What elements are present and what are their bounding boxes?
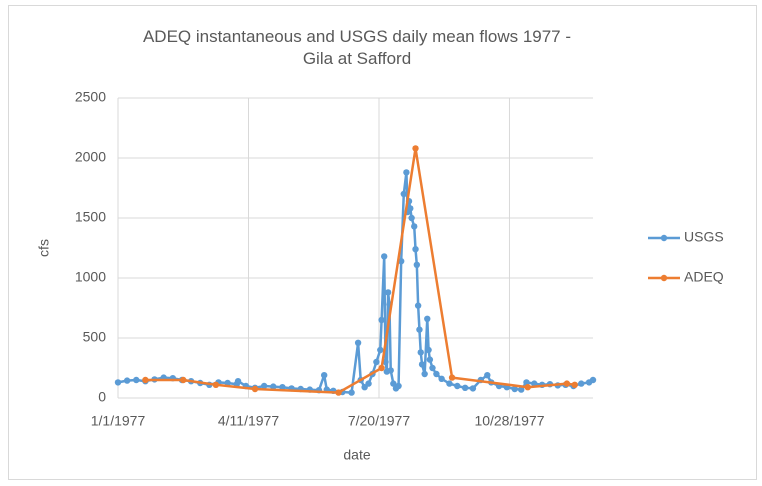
- point: [424, 315, 431, 322]
- point: [260, 382, 268, 390]
- point: [425, 346, 432, 354]
- x-tick-label: 10/28/1977: [474, 413, 544, 429]
- point: [320, 372, 328, 379]
- point: [403, 169, 410, 176]
- chart-title: ADEQ instantaneous and USGS daily mean f…: [142, 27, 572, 68]
- x-axis-label: date: [343, 447, 370, 463]
- y-tick-label: 1500: [75, 209, 106, 225]
- point: [387, 367, 394, 374]
- point: [377, 346, 384, 354]
- point: [390, 380, 397, 387]
- point: [378, 316, 385, 324]
- point: [469, 385, 477, 392]
- point: [417, 349, 424, 356]
- point: [413, 261, 421, 268]
- point: [563, 380, 571, 387]
- y-tick-label: 0: [98, 389, 106, 405]
- y-axis-label: cfs: [36, 239, 52, 257]
- point: [279, 384, 286, 391]
- point: [571, 381, 578, 388]
- point: [251, 385, 259, 393]
- legend-marker: [660, 234, 668, 242]
- legend-marker: [660, 274, 668, 282]
- point: [484, 372, 491, 379]
- point: [335, 389, 342, 396]
- legend-label: USGS: [684, 229, 724, 245]
- point: [114, 379, 122, 386]
- point: [180, 376, 187, 384]
- point: [142, 376, 149, 384]
- point: [414, 302, 422, 309]
- point: [381, 253, 388, 260]
- point: [234, 378, 242, 385]
- chart-border: [8, 5, 757, 480]
- x-tick-label: 1/1/1977: [91, 413, 146, 429]
- point: [589, 376, 597, 384]
- point: [408, 214, 415, 222]
- point: [416, 326, 423, 333]
- point: [438, 375, 445, 382]
- point: [426, 356, 434, 363]
- y-tick-label: 2000: [75, 149, 106, 165]
- x-tick-label: 7/20/1977: [348, 413, 410, 429]
- point: [454, 382, 461, 390]
- point: [418, 361, 426, 368]
- point: [384, 289, 392, 296]
- point: [578, 380, 585, 387]
- x-tick-label: 4/11/1977: [218, 413, 279, 429]
- point: [212, 381, 220, 388]
- point: [523, 379, 530, 386]
- point: [133, 376, 140, 384]
- point: [412, 145, 419, 152]
- point: [412, 246, 419, 253]
- y-tick-label: 500: [83, 329, 107, 345]
- point: [411, 223, 418, 230]
- point: [270, 383, 277, 390]
- point: [524, 384, 531, 391]
- point: [448, 374, 456, 381]
- point: [354, 339, 362, 346]
- point: [224, 379, 231, 387]
- point: [373, 358, 380, 366]
- y-tick-label: 2500: [75, 89, 106, 105]
- point: [400, 190, 407, 198]
- point: [395, 382, 402, 390]
- point: [446, 380, 453, 387]
- point: [518, 386, 525, 393]
- point: [348, 389, 355, 396]
- point: [123, 377, 131, 384]
- point: [461, 384, 469, 391]
- legend-label: ADEQ: [684, 269, 724, 285]
- y-tick-label: 1000: [75, 269, 106, 285]
- point: [407, 205, 414, 212]
- point: [365, 380, 372, 387]
- point: [429, 364, 436, 372]
- point: [433, 370, 440, 378]
- point: [378, 364, 385, 372]
- point: [511, 385, 518, 393]
- point: [421, 370, 428, 378]
